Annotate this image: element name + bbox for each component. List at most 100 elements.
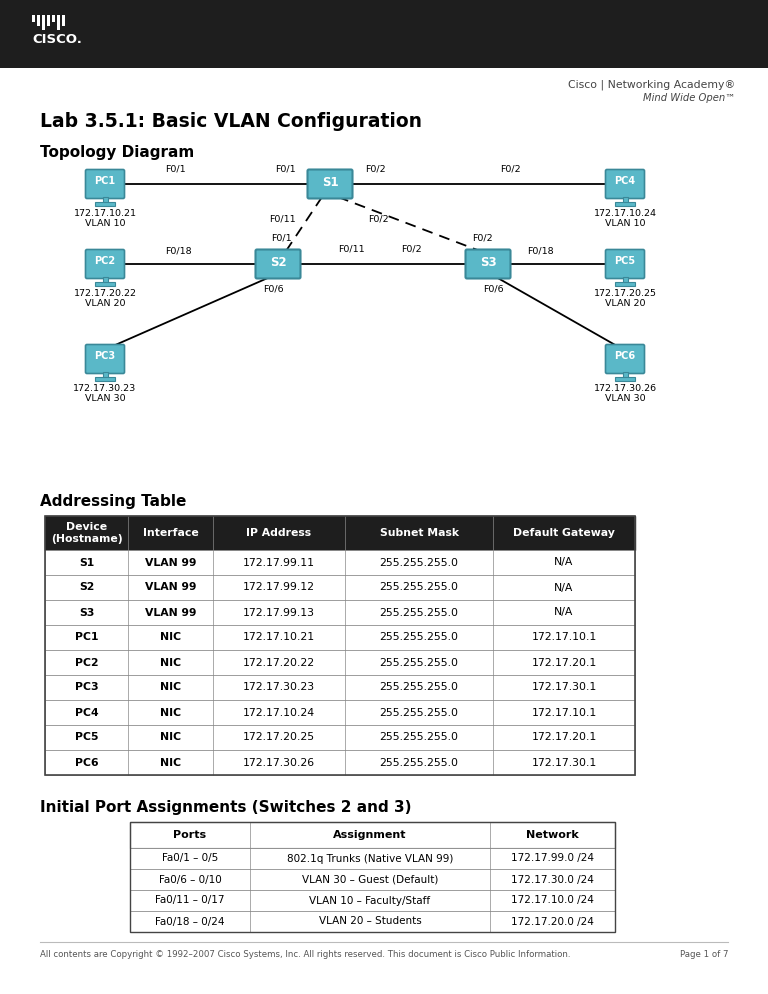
Text: F0/11: F0/11 bbox=[270, 215, 296, 224]
Bar bbox=[623, 197, 627, 203]
Bar bbox=[45, 600, 635, 625]
Text: Lab 3.5.1: Basic VLAN Configuration: Lab 3.5.1: Basic VLAN Configuration bbox=[40, 112, 422, 131]
Bar bbox=[130, 822, 615, 848]
Text: 172.17.20.22: 172.17.20.22 bbox=[74, 289, 137, 298]
Bar bbox=[130, 822, 615, 932]
Text: PC4: PC4 bbox=[614, 176, 636, 186]
Text: Topology Diagram: Topology Diagram bbox=[40, 145, 194, 160]
Text: PC6: PC6 bbox=[614, 351, 636, 361]
Text: Fa0/11 – 0/17: Fa0/11 – 0/17 bbox=[155, 896, 225, 906]
Bar bbox=[130, 890, 615, 911]
Text: VLAN 10: VLAN 10 bbox=[604, 219, 645, 228]
FancyBboxPatch shape bbox=[605, 345, 644, 374]
Text: 255.255.255.0: 255.255.255.0 bbox=[379, 607, 458, 617]
Text: VLAN 30 – Guest (Default): VLAN 30 – Guest (Default) bbox=[302, 875, 439, 885]
Text: All contents are Copyright © 1992–2007 Cisco Systems, Inc. All rights reserved. : All contents are Copyright © 1992–2007 C… bbox=[40, 950, 571, 959]
Text: Ports: Ports bbox=[174, 830, 207, 840]
Text: 172.17.30.26: 172.17.30.26 bbox=[594, 384, 657, 393]
Bar bbox=[615, 202, 635, 206]
Text: VLAN 99: VLAN 99 bbox=[144, 607, 197, 617]
Text: VLAN 20 – Students: VLAN 20 – Students bbox=[319, 916, 422, 926]
Text: Cisco | Networking Academy®: Cisco | Networking Academy® bbox=[568, 80, 735, 90]
Text: F0/2: F0/2 bbox=[401, 245, 422, 254]
Text: Fa0/18 – 0/24: Fa0/18 – 0/24 bbox=[155, 916, 225, 926]
Bar bbox=[45, 575, 635, 600]
Text: PC5: PC5 bbox=[74, 733, 98, 743]
Text: F0/2: F0/2 bbox=[368, 215, 389, 224]
Text: VLAN 20: VLAN 20 bbox=[84, 299, 125, 308]
Text: 172.17.30.0 /24: 172.17.30.0 /24 bbox=[511, 875, 594, 885]
Bar bbox=[623, 372, 627, 378]
Text: Initial Port Assignments (Switches 2 and 3): Initial Port Assignments (Switches 2 and… bbox=[40, 800, 412, 815]
Text: VLAN 99: VLAN 99 bbox=[144, 582, 197, 592]
Bar bbox=[102, 277, 108, 283]
Text: F0/18: F0/18 bbox=[164, 247, 191, 256]
Bar bbox=[95, 282, 115, 286]
Text: S2: S2 bbox=[270, 255, 286, 268]
Text: 255.255.255.0: 255.255.255.0 bbox=[379, 683, 458, 693]
Text: F0/18: F0/18 bbox=[527, 247, 553, 256]
Text: Page 1 of 7: Page 1 of 7 bbox=[680, 950, 728, 959]
Bar bbox=[615, 377, 635, 381]
Text: PC4: PC4 bbox=[74, 708, 98, 718]
Text: VLAN 10: VLAN 10 bbox=[84, 219, 125, 228]
Text: 255.255.255.0: 255.255.255.0 bbox=[379, 733, 458, 743]
Text: 172.17.10.0 /24: 172.17.10.0 /24 bbox=[511, 896, 594, 906]
Bar bbox=[45, 700, 635, 725]
FancyBboxPatch shape bbox=[465, 249, 511, 278]
Text: PC5: PC5 bbox=[614, 256, 636, 266]
Text: Assignment: Assignment bbox=[333, 830, 407, 840]
Text: 172.17.30.1: 172.17.30.1 bbox=[531, 757, 597, 767]
Text: S3: S3 bbox=[480, 255, 496, 268]
Text: 172.17.20.1: 172.17.20.1 bbox=[531, 733, 597, 743]
Text: 255.255.255.0: 255.255.255.0 bbox=[379, 708, 458, 718]
Bar bbox=[45, 516, 635, 550]
Bar bbox=[130, 848, 615, 869]
Text: 172.17.20.22: 172.17.20.22 bbox=[243, 657, 315, 668]
Text: F0/6: F0/6 bbox=[263, 284, 283, 293]
Text: Default Gateway: Default Gateway bbox=[513, 528, 615, 538]
Bar bbox=[130, 911, 615, 932]
Text: 255.255.255.0: 255.255.255.0 bbox=[379, 632, 458, 642]
Text: PC3: PC3 bbox=[94, 351, 115, 361]
Bar bbox=[45, 725, 635, 750]
Bar bbox=[95, 202, 115, 206]
Bar bbox=[62, 15, 65, 26]
Bar bbox=[37, 15, 40, 26]
Text: 172.17.99.0 /24: 172.17.99.0 /24 bbox=[511, 854, 594, 864]
Text: 172.17.10.24: 172.17.10.24 bbox=[243, 708, 315, 718]
Text: PC6: PC6 bbox=[74, 757, 98, 767]
FancyBboxPatch shape bbox=[307, 170, 353, 199]
Text: CISCO.: CISCO. bbox=[32, 33, 82, 46]
Text: Network: Network bbox=[526, 830, 579, 840]
Bar bbox=[42, 15, 45, 30]
Bar bbox=[102, 197, 108, 203]
Bar bbox=[623, 277, 627, 283]
FancyBboxPatch shape bbox=[85, 345, 124, 374]
Text: 255.255.255.0: 255.255.255.0 bbox=[379, 657, 458, 668]
Text: F0/11: F0/11 bbox=[339, 245, 365, 254]
Text: VLAN 99: VLAN 99 bbox=[144, 558, 197, 568]
Bar bbox=[45, 650, 635, 675]
Text: VLAN 30: VLAN 30 bbox=[84, 394, 125, 403]
Text: PC1: PC1 bbox=[94, 176, 115, 186]
Bar bbox=[102, 372, 108, 378]
Bar bbox=[130, 869, 615, 890]
FancyBboxPatch shape bbox=[256, 249, 300, 278]
Text: S3: S3 bbox=[79, 607, 94, 617]
Text: Device
(Hostname): Device (Hostname) bbox=[51, 522, 122, 544]
Text: F0/1: F0/1 bbox=[271, 234, 292, 243]
Text: Fa0/1 – 0/5: Fa0/1 – 0/5 bbox=[162, 854, 218, 864]
Bar bbox=[45, 550, 635, 575]
Text: Mind Wide Open™: Mind Wide Open™ bbox=[643, 93, 735, 103]
Text: VLAN 20: VLAN 20 bbox=[604, 299, 645, 308]
Text: F0/6: F0/6 bbox=[482, 284, 503, 293]
Text: NIC: NIC bbox=[160, 683, 181, 693]
Text: 255.255.255.0: 255.255.255.0 bbox=[379, 582, 458, 592]
Text: VLAN 10 – Faculty/Staff: VLAN 10 – Faculty/Staff bbox=[310, 896, 431, 906]
Text: Addressing Table: Addressing Table bbox=[40, 494, 187, 509]
Text: F0/1: F0/1 bbox=[275, 165, 296, 174]
Bar bbox=[45, 675, 635, 700]
FancyBboxPatch shape bbox=[85, 170, 124, 199]
Text: NIC: NIC bbox=[160, 733, 181, 743]
